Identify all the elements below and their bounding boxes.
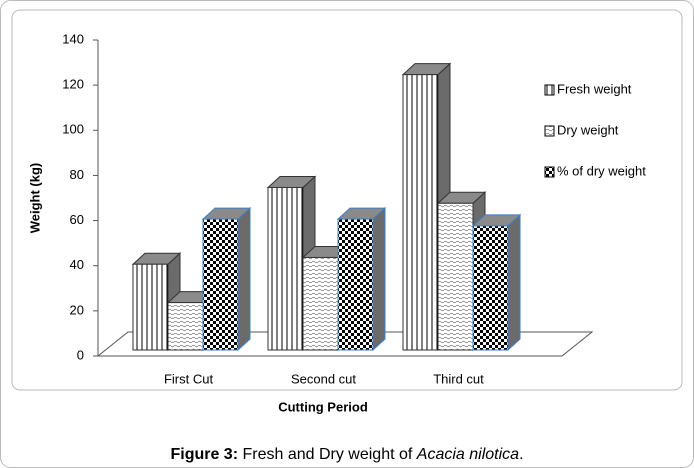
legend-swatch	[544, 125, 555, 137]
y-tick-label: 100	[62, 122, 84, 137]
caption-text: Fresh and Dry weight of	[238, 446, 417, 463]
legend-label: Fresh weight	[557, 81, 632, 96]
y-tick-label: 20	[70, 302, 84, 317]
legend-swatch	[544, 166, 555, 178]
bar	[402, 74, 439, 351]
y-tick-label: 80	[70, 167, 84, 182]
x-tick-label: Second cut	[291, 371, 356, 386]
bar	[472, 225, 509, 351]
legend-swatch	[544, 84, 555, 96]
bar	[337, 218, 374, 351]
y-tick-label: 40	[70, 257, 84, 272]
y-axis-label: Weight (kg)	[27, 163, 42, 234]
bar	[302, 256, 339, 351]
legend-label: % of dry weight	[557, 163, 646, 178]
bar-side	[507, 213, 521, 352]
caption-label: Figure 3:	[170, 446, 238, 463]
caption-end: .	[519, 446, 523, 463]
bar-side	[237, 206, 251, 352]
bar-side	[372, 206, 386, 352]
x-tick-label: Third cut	[433, 371, 484, 386]
y-tick-label: 60	[70, 212, 84, 227]
bar	[437, 202, 474, 351]
legend-label: Dry weight	[557, 122, 619, 137]
caption-species: Acacia nilotica	[416, 446, 519, 463]
y-tick-label: 0	[77, 347, 84, 362]
bar	[267, 186, 304, 351]
y-tick-label: 140	[62, 31, 84, 46]
y-tick-label: 120	[62, 77, 84, 92]
x-axis-label: Cutting Period	[278, 399, 368, 414]
bar	[132, 263, 169, 351]
x-tick-label: First Cut	[164, 371, 214, 386]
bar	[202, 218, 239, 351]
bar	[167, 302, 204, 351]
caption: Figure 3: Fresh and Dry weight of Acacia…	[170, 446, 523, 463]
